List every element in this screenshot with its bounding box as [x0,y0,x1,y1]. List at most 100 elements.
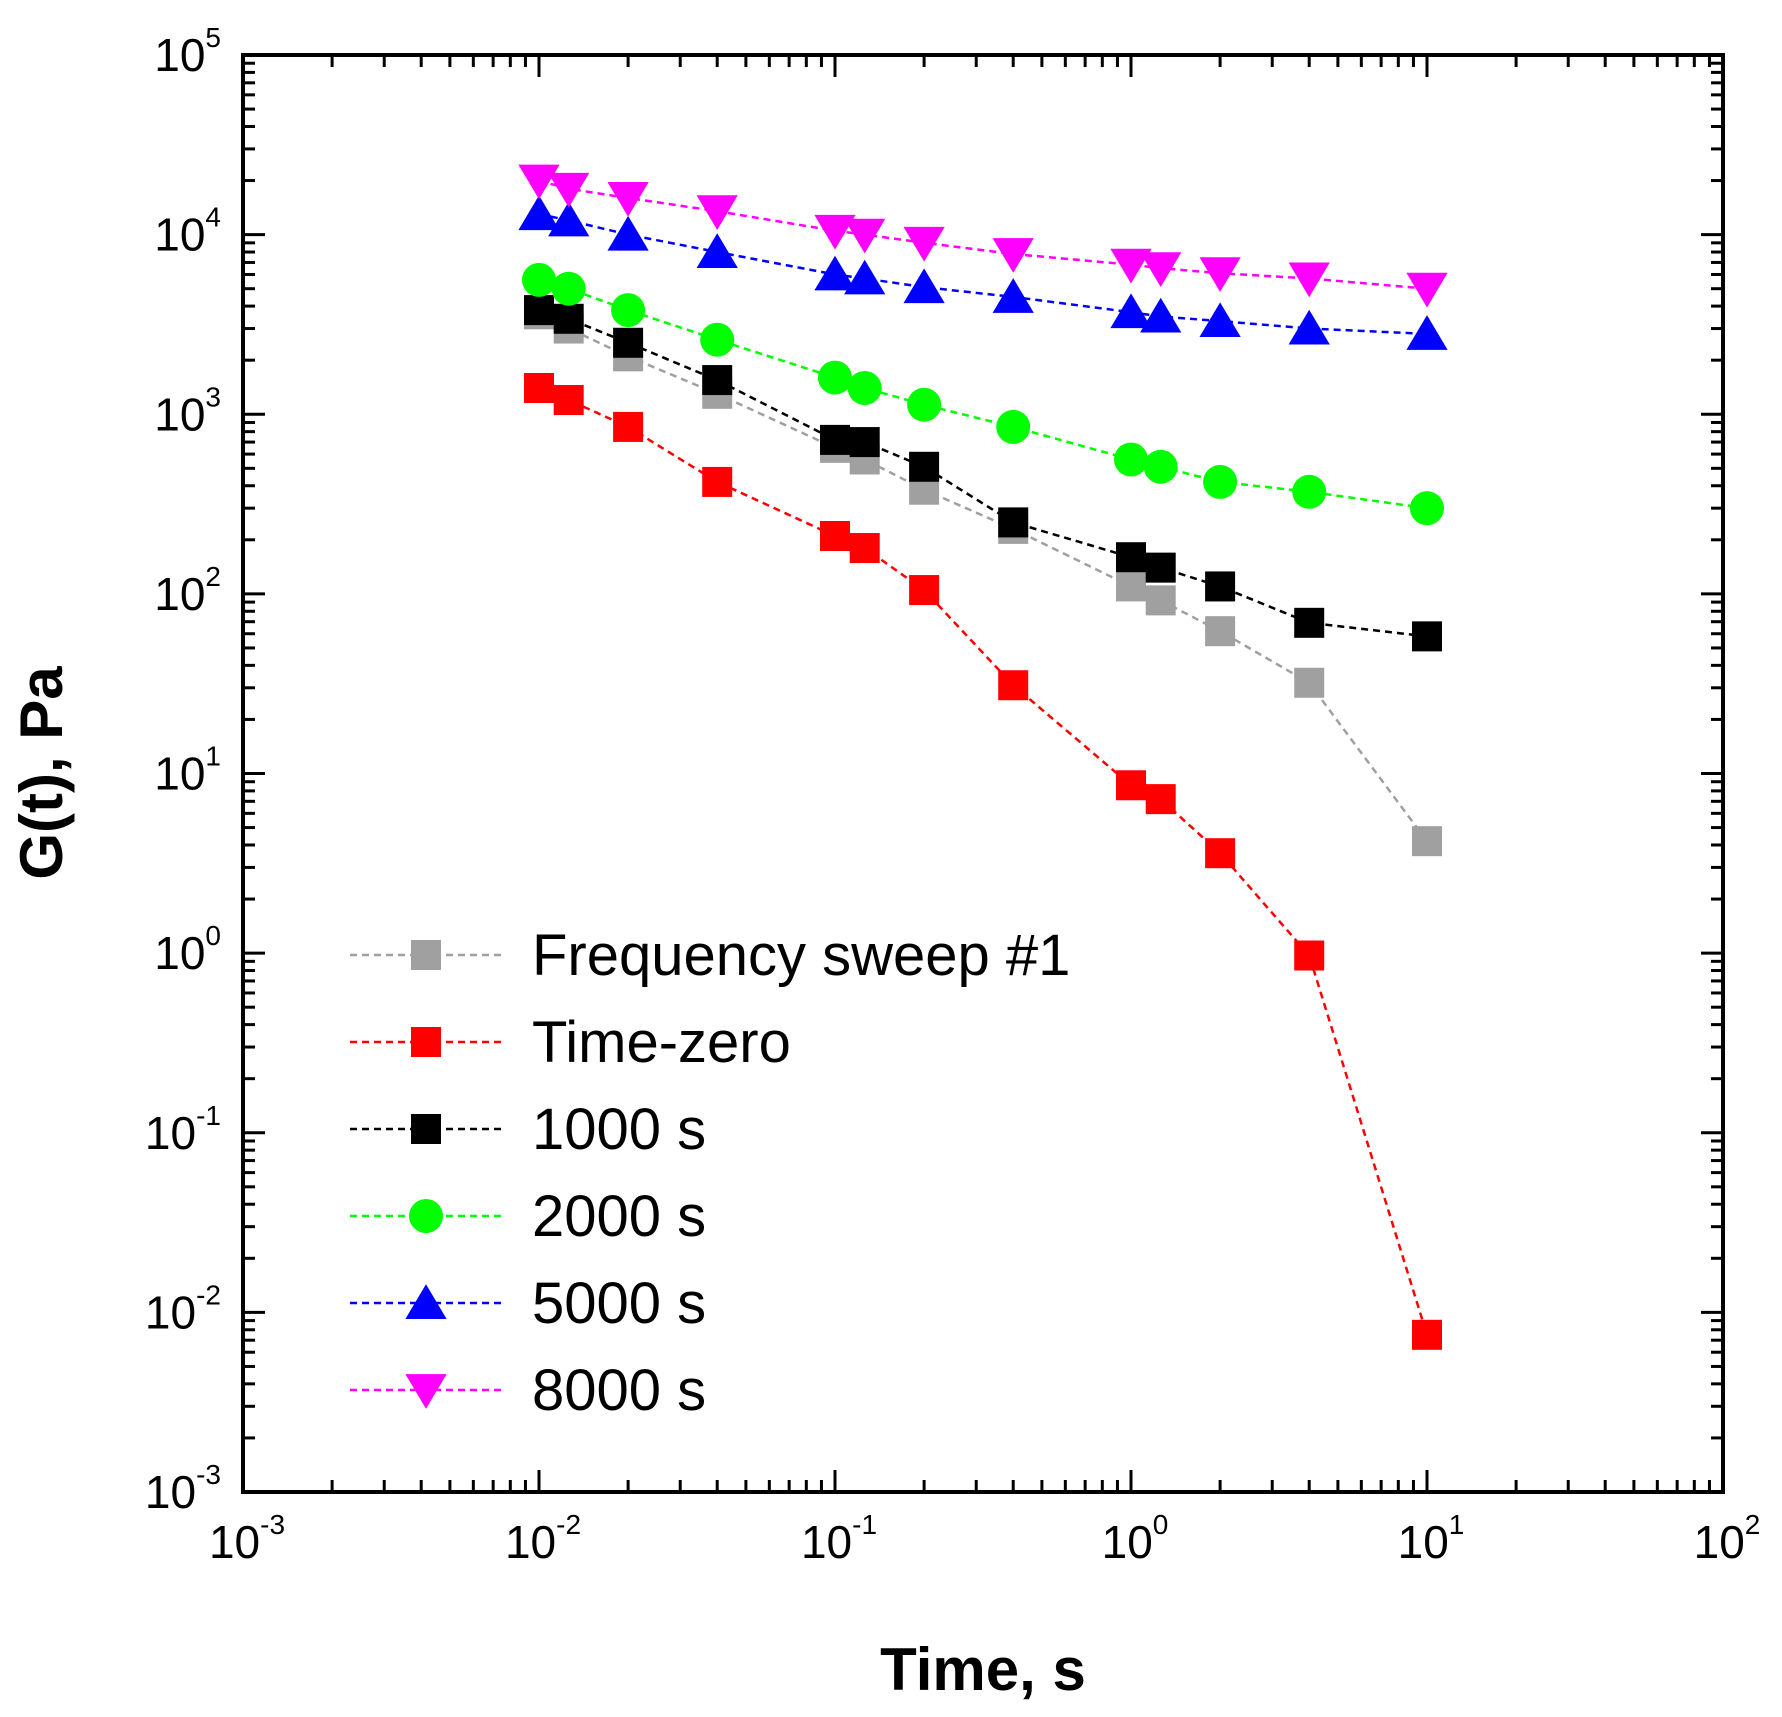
data-point [1110,293,1152,329]
x-tick-label: 100 [1102,1509,1169,1568]
legend-marker [411,940,441,970]
plot-frame [241,53,1725,1494]
data-point [1145,585,1176,616]
data-point [1294,667,1325,698]
data-point [518,195,560,231]
legend-label: 1000 s [532,1097,706,1162]
data-point [1199,302,1241,338]
data-point [844,218,886,254]
data-point [1114,442,1148,477]
data-point [607,215,649,251]
data-point [1294,607,1325,638]
series-layer [518,164,1448,1350]
legend-label: Frequency sweep #1 [532,923,1070,988]
series-1 [524,373,1442,1350]
data-point [998,507,1029,538]
data-point [1410,491,1444,526]
data-point [814,255,856,291]
data-point [1205,838,1236,869]
y-axis-title: G(t), Pa [8,666,75,880]
y-tick-exponent: -3 [196,1459,221,1490]
data-point [613,411,644,442]
data-point [607,182,649,217]
y-tick-label: 100 [154,920,221,979]
tick-labels: 10-3 10-2 10-1 100 101 10210-310-210-11001011… [145,22,1760,1568]
data-point [1292,474,1327,509]
y-tick-label: 10-2 [145,1279,221,1338]
x-tick-exponent: 0 [1153,1509,1169,1540]
y-tick-label: 104 [154,202,221,261]
series-2 [524,295,1442,652]
legend-label: 5000 s [532,1271,706,1336]
data-point [847,371,882,406]
data-point [1110,248,1152,284]
data-point [1288,262,1330,298]
legend-label: Time-zero [532,1010,791,1075]
x-tick-exponent: -3 [260,1509,285,1540]
data-point [1140,252,1182,287]
y-tick-exponent: 0 [205,920,221,951]
x-tick-label: 10-1 [801,1509,877,1568]
legend-marker [409,1199,443,1233]
data-point [903,268,945,304]
series-3 [522,262,1444,526]
data-point [820,424,850,455]
data-point [996,409,1031,444]
data-point [1406,272,1448,308]
y-tick-exponent: 3 [205,381,221,412]
series-5 [518,164,1448,308]
data-point [548,201,590,237]
legend-marker [411,1027,441,1057]
legend-item: Time-zero [350,1010,791,1075]
data-point [1205,571,1236,602]
legend-label: 2000 s [532,1184,706,1249]
x-tick-label: 101 [1398,1509,1465,1568]
legend-label: 8000 s [532,1358,706,1423]
data-point [992,278,1034,313]
data-point [1412,621,1442,652]
data-point [1406,315,1448,350]
x-tick-exponent: 2 [1745,1509,1761,1540]
data-point [553,385,584,416]
data-point [909,451,940,482]
x-tick-exponent: -1 [852,1509,877,1540]
data-point [1140,297,1182,333]
data-point [696,195,738,230]
data-point [1294,940,1325,971]
data-point [818,360,852,395]
legend-item: 1000 s [350,1097,706,1162]
legend-marker [411,1114,441,1144]
y-tick-exponent: 2 [205,561,221,592]
y-tick-label: 105 [154,22,221,81]
data-point [1116,571,1146,602]
data-point [524,373,554,404]
data-point [814,214,856,250]
data-point [522,262,556,297]
data-point [551,271,586,306]
y-tick-label: 103 [154,381,221,440]
y-tick-label: 101 [154,741,221,800]
data-point [820,520,850,551]
legend-item: Frequency sweep #1 [350,923,1070,988]
data-point [1288,309,1330,345]
data-point [1116,770,1146,801]
data-point [702,365,733,396]
data-point [611,293,646,328]
x-tick-exponent: -2 [556,1509,581,1540]
x-tick-label: 10-3 [209,1509,285,1568]
y-tick-exponent: -1 [196,1100,221,1131]
data-point [1412,1319,1442,1350]
x-tick-exponent: 1 [1449,1509,1465,1540]
data-point [992,238,1034,273]
data-point [1199,257,1241,292]
data-point [1203,464,1238,499]
y-tick-label: 102 [154,561,221,620]
data-point [849,427,880,458]
data-point [903,226,945,262]
data-point [1116,542,1146,573]
data-point [696,233,738,268]
data-point [907,387,942,422]
x-tick-label: 10-2 [505,1509,581,1568]
data-point [1143,449,1178,484]
